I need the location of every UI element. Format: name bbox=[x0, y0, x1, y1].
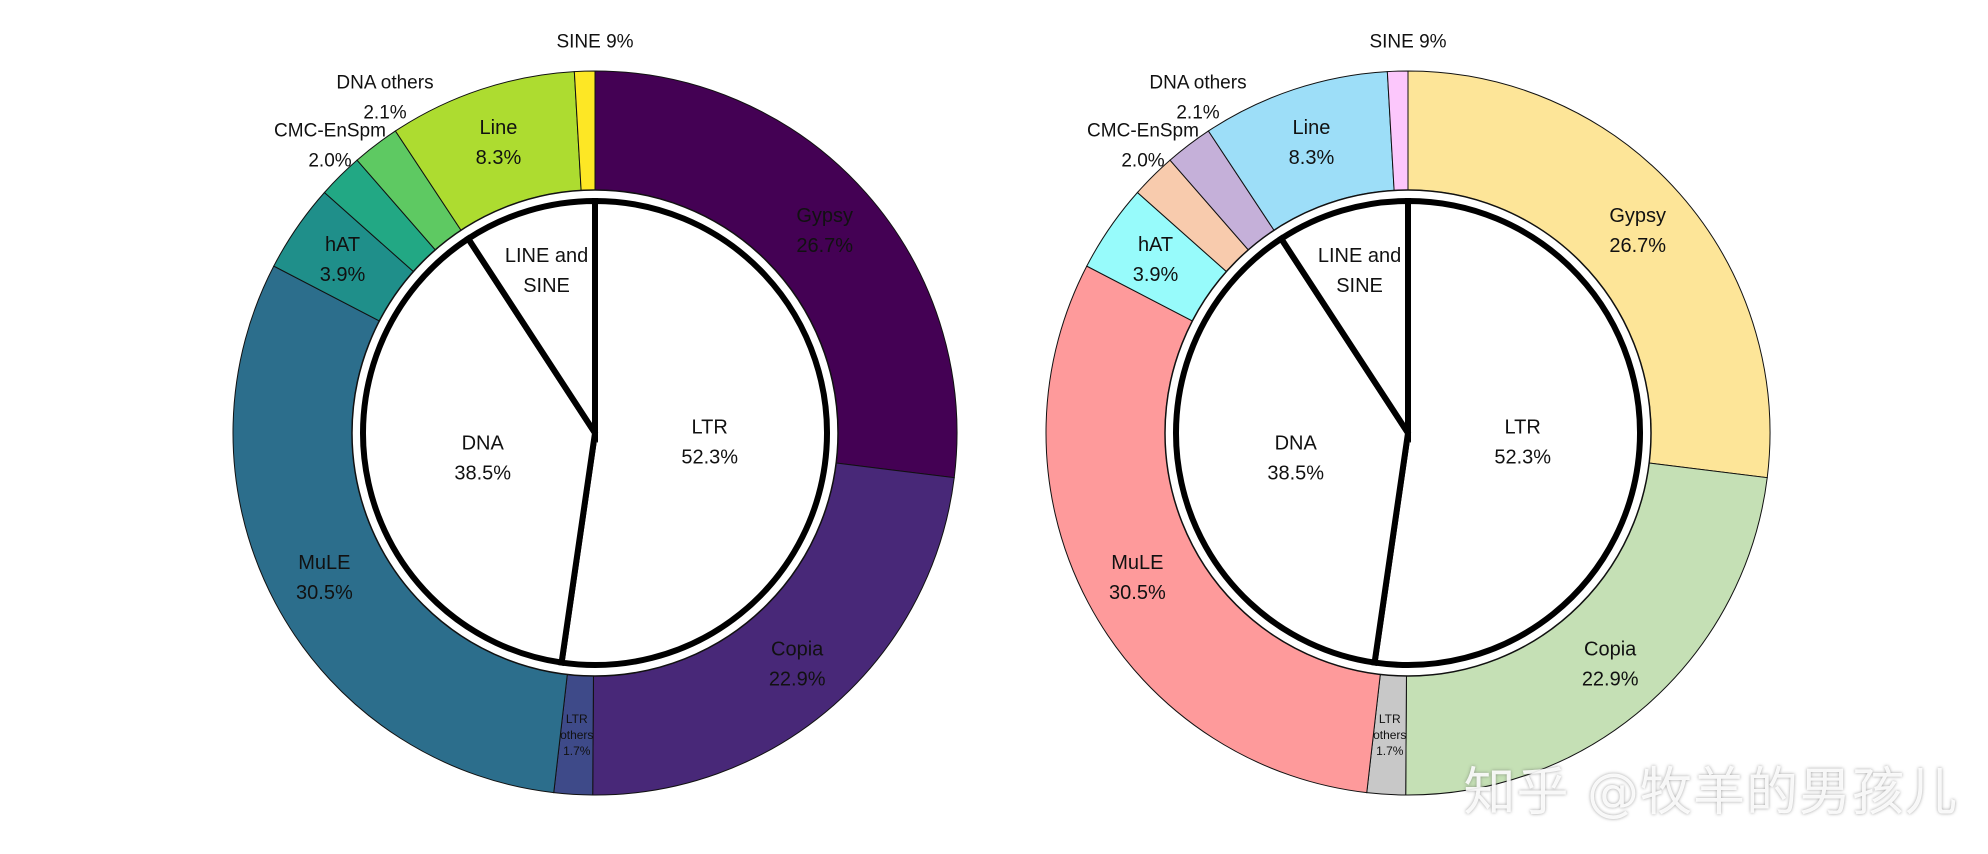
outer-label-line-line: 8.3% bbox=[1289, 147, 1335, 169]
outer-label-mule-line: 30.5% bbox=[296, 582, 353, 604]
outer-label-ltr-others-line: others bbox=[560, 728, 593, 742]
outer-label-mule: MuLE 30.5% bbox=[296, 552, 353, 604]
inner-slice-line-and-sine bbox=[464, 197, 598, 444]
outer-label-mule: MuLE 30.5% bbox=[1109, 552, 1166, 604]
outer-label-gypsy: Gypsy 26.7% bbox=[796, 205, 853, 257]
inner-label-ltr-line: LTR bbox=[1505, 416, 1541, 438]
inner-label-dna-line: DNA bbox=[1275, 433, 1318, 455]
outer-label-line-line: Line bbox=[480, 117, 518, 139]
inner-label-line-and-sine-line: SINE bbox=[523, 275, 570, 297]
inner-slice-ltr bbox=[1371, 197, 1643, 668]
outer-label-hat: hAT 3.9% bbox=[320, 234, 366, 286]
outer-label-dna-others: DNA others 2.1% bbox=[1149, 73, 1246, 124]
inner-label-line-and-sine: LINE and SINE bbox=[505, 245, 588, 297]
outer-label-hat-line: hAT bbox=[325, 234, 360, 256]
inner-slice-line-and-sine bbox=[1277, 197, 1411, 444]
outer-label-sine-line: SINE 9% bbox=[1369, 32, 1446, 53]
outer-label-cmc-enspm-line: 2.0% bbox=[1121, 151, 1164, 172]
inner-label-ltr-line: 52.3% bbox=[1494, 446, 1551, 468]
outer-label-hat-line: 3.9% bbox=[320, 264, 366, 286]
inner-label-ltr: LTR 52.3% bbox=[681, 416, 738, 468]
outer-label-ltr-others-line: LTR bbox=[566, 712, 588, 726]
inner-label-dna-line: DNA bbox=[462, 433, 505, 455]
outer-label-ltr-others: LTR others 1.7% bbox=[1373, 712, 1406, 758]
inner-label-ltr-line: LTR bbox=[692, 416, 728, 438]
outer-label-cmc-enspm: CMC-EnSpm 2.0% bbox=[274, 121, 386, 172]
outer-label-copia: Copia 22.9% bbox=[769, 638, 826, 690]
outer-label-mule-line: 30.5% bbox=[1109, 582, 1166, 604]
inner-label-line-and-sine: LINE and SINE bbox=[1318, 245, 1401, 297]
outer-label-copia-line: 22.9% bbox=[769, 668, 826, 690]
inner-label-line-and-sine-line: LINE and bbox=[505, 245, 588, 267]
outer-label-gypsy-line: 26.7% bbox=[796, 235, 853, 257]
outer-label-cmc-enspm-line: CMC-EnSpm bbox=[274, 121, 386, 142]
outer-label-mule-line: MuLE bbox=[1111, 552, 1163, 574]
inner-label-dna-line: 38.5% bbox=[454, 463, 511, 485]
inner-label-ltr-line: 52.3% bbox=[681, 446, 738, 468]
inner-label-dna: DNA 38.5% bbox=[1267, 433, 1324, 485]
outer-label-cmc-enspm: CMC-EnSpm 2.0% bbox=[1087, 121, 1199, 172]
outer-label-sine: SINE 9% bbox=[556, 32, 633, 53]
inner-label-dna-line: 38.5% bbox=[1267, 463, 1324, 485]
donut-chart-2: LTR 52.3% DNA 38.5% LINE and SINE Gypsy 26.7% Co… bbox=[1045, 32, 1771, 796]
outer-label-copia-line: 22.9% bbox=[1582, 668, 1639, 690]
outer-label-sine: SINE 9% bbox=[1369, 32, 1446, 53]
outer-label-ltr-others-line: others bbox=[1373, 728, 1406, 742]
outer-label-dna-others-line: DNA others bbox=[1149, 73, 1246, 94]
inner-label-ltr: LTR 52.3% bbox=[1494, 416, 1551, 468]
outer-label-gypsy: Gypsy 26.7% bbox=[1609, 205, 1666, 257]
outer-label-ltr-others: LTR others 1.7% bbox=[560, 712, 593, 758]
outer-label-dna-others: DNA others 2.1% bbox=[336, 73, 433, 124]
outer-label-copia: Copia 22.9% bbox=[1582, 638, 1639, 690]
outer-label-gypsy-line: Gypsy bbox=[796, 205, 853, 227]
outer-label-cmc-enspm-line: 2.0% bbox=[308, 151, 351, 172]
inner-label-dna: DNA 38.5% bbox=[454, 433, 511, 485]
outer-label-hat: hAT 3.9% bbox=[1133, 234, 1179, 286]
outer-label-hat-line: hAT bbox=[1138, 234, 1173, 256]
inner-slice-ltr bbox=[558, 197, 830, 668]
outer-label-line: Line 8.3% bbox=[1289, 117, 1335, 169]
inner-label-line-and-sine-line: LINE and bbox=[1318, 245, 1401, 267]
outer-label-ltr-others-line: 1.7% bbox=[563, 744, 591, 758]
outer-label-cmc-enspm-line: CMC-EnSpm bbox=[1087, 121, 1199, 142]
donut-chart-1: LTR 52.3% DNA 38.5% LINE and SINE Gypsy 26.7% Co… bbox=[232, 32, 958, 796]
outer-label-line-line: Line bbox=[1293, 117, 1331, 139]
watermark: 知乎 @牧羊的男孩儿 bbox=[1463, 763, 1958, 823]
outer-label-line-line: 8.3% bbox=[476, 147, 522, 169]
outer-label-ltr-others-line: 1.7% bbox=[1376, 744, 1404, 758]
outer-label-copia-line: Copia bbox=[1584, 638, 1637, 660]
outer-label-dna-others-line: 2.1% bbox=[1176, 103, 1219, 124]
outer-label-ltr-others-line: LTR bbox=[1379, 712, 1401, 726]
outer-label-gypsy-line: Gypsy bbox=[1609, 205, 1666, 227]
inner-label-line-and-sine-line: SINE bbox=[1336, 275, 1383, 297]
outer-label-line: Line 8.3% bbox=[476, 117, 522, 169]
outer-label-mule-line: MuLE bbox=[298, 552, 350, 574]
outer-label-gypsy-line: 26.7% bbox=[1609, 235, 1666, 257]
outer-label-hat-line: 3.9% bbox=[1133, 264, 1179, 286]
outer-label-copia-line: Copia bbox=[771, 638, 824, 660]
outer-label-sine-line: SINE 9% bbox=[556, 32, 633, 53]
outer-label-dna-others-line: 2.1% bbox=[363, 103, 406, 124]
outer-label-dna-others-line: DNA others bbox=[336, 73, 433, 94]
